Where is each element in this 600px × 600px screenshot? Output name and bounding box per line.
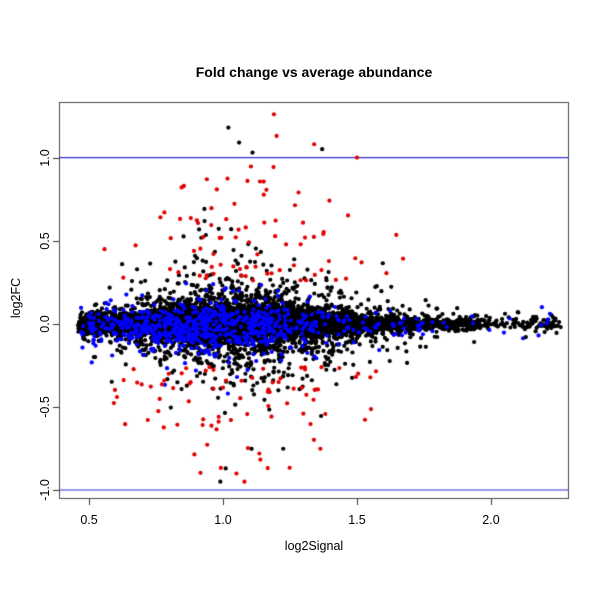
y-axis-label-text: log2FC (9, 277, 23, 319)
x-tick-label: 2.0 (482, 513, 500, 527)
x-tick-label: 1.5 (348, 513, 366, 527)
chart-title: Fold change vs average abundance (195, 64, 433, 80)
x-tick-label: 1.0 (214, 513, 232, 527)
x-tick-label: 0.5 (80, 513, 98, 527)
x-axis-label: log2Signal (284, 539, 344, 553)
